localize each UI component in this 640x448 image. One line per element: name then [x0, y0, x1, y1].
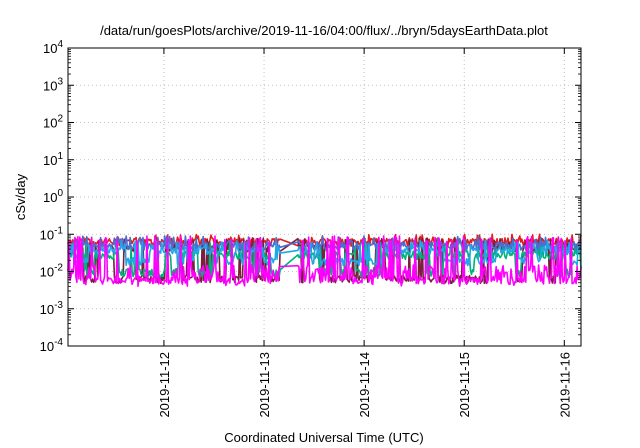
x-tick-label: 2019-11-14 [357, 352, 372, 418]
x-axis-label: Coordinated Universal Time (UTC) [224, 430, 423, 445]
x-tick-label: 2019-11-15 [457, 352, 472, 418]
x-tick-label: 2019-11-12 [157, 352, 172, 418]
series-line [67, 235, 582, 288]
x-tick-label: 2019-11-16 [557, 352, 572, 418]
plot-area [67, 233, 582, 288]
x-tick-label: 2019-11-13 [257, 352, 272, 418]
x-axis: 2019-11-12 2019-11-13 2019-11-14 2019-11-15… [157, 48, 572, 418]
y-axis-label: cSv/day [13, 173, 28, 220]
chart-title: /data/run/goesPlots/archive/2019-11-16/0… [100, 23, 548, 38]
